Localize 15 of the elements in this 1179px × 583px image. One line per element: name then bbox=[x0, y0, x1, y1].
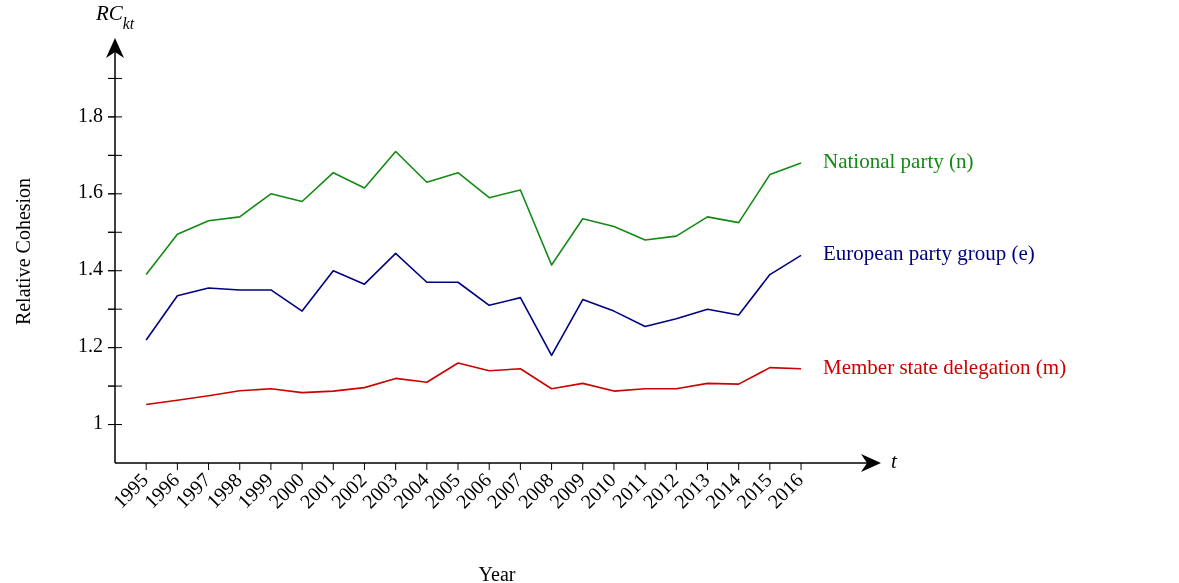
line-series bbox=[145, 362, 802, 406]
y-tick-label: 1 bbox=[93, 411, 103, 434]
line-series bbox=[145, 252, 802, 357]
series-label: National party (n) bbox=[823, 148, 974, 173]
y-axis-title: Relative Cohesion bbox=[12, 177, 35, 326]
series-label: Member state delegation (m) bbox=[823, 354, 1067, 379]
line-series bbox=[145, 150, 802, 276]
y-tick-label: 1.8 bbox=[78, 103, 103, 126]
x-axis-title: Year bbox=[478, 563, 516, 583]
series-label: European party group (e) bbox=[823, 241, 1035, 266]
y-tick-label: 1.6 bbox=[78, 180, 103, 203]
y-tick-label: 1.2 bbox=[78, 334, 103, 357]
text: RC$_{kt}$ bbox=[94, 1, 135, 32]
y-tick-label: 1.4 bbox=[78, 257, 103, 280]
text: t bbox=[891, 448, 898, 473]
